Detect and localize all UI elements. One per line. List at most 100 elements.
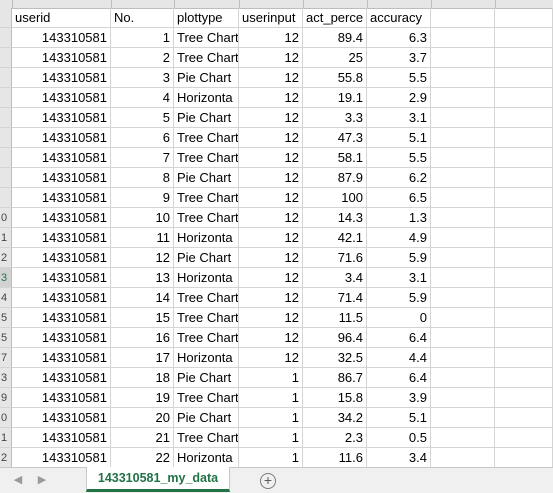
table-cell[interactable]: 11.6 bbox=[303, 448, 367, 467]
table-cell[interactable]: 11 bbox=[111, 228, 174, 248]
table-cell[interactable]: Tree Chart bbox=[174, 148, 239, 168]
row-header[interactable]: 1 bbox=[0, 428, 12, 448]
row-header[interactable]: 3 bbox=[0, 268, 12, 288]
table-cell[interactable]: 5.1 bbox=[367, 128, 431, 148]
table-cell[interactable]: Tree Chart bbox=[174, 188, 239, 208]
table-cell[interactable]: 12 bbox=[239, 248, 303, 268]
row-header[interactable] bbox=[0, 8, 12, 28]
table-cell[interactable]: Horizonta bbox=[174, 348, 239, 368]
table-cell[interactable]: Horizonta bbox=[174, 228, 239, 248]
table-cell[interactable] bbox=[495, 448, 553, 467]
table-cell[interactable]: 3.7 bbox=[367, 48, 431, 68]
table-cell[interactable] bbox=[431, 388, 495, 408]
table-cell[interactable]: 3.9 bbox=[367, 388, 431, 408]
table-cell[interactable]: 17 bbox=[111, 348, 174, 368]
table-cell[interactable]: 16 bbox=[111, 328, 174, 348]
table-cell[interactable]: 47.3 bbox=[303, 128, 367, 148]
table-cell[interactable]: 143310581 bbox=[12, 448, 111, 467]
table-cell[interactable]: 15 bbox=[111, 308, 174, 328]
row-header[interactable]: 0 bbox=[0, 408, 12, 428]
table-cell[interactable]: 12 bbox=[239, 308, 303, 328]
table-cell[interactable] bbox=[431, 308, 495, 328]
table-cell[interactable]: 87.9 bbox=[303, 168, 367, 188]
column-header-cell[interactable]: No. bbox=[111, 8, 174, 28]
table-cell[interactable]: Horizonta bbox=[174, 88, 239, 108]
table-cell[interactable]: 1 bbox=[239, 408, 303, 428]
add-sheet-icon[interactable]: + bbox=[260, 473, 276, 489]
table-cell[interactable]: 1 bbox=[239, 368, 303, 388]
table-cell[interactable]: 143310581 bbox=[12, 148, 111, 168]
row-header[interactable]: 0 bbox=[0, 208, 12, 228]
table-cell[interactable]: 143310581 bbox=[12, 308, 111, 328]
table-cell[interactable] bbox=[495, 388, 553, 408]
table-cell[interactable]: 0.5 bbox=[367, 428, 431, 448]
table-cell[interactable] bbox=[431, 228, 495, 248]
table-cell[interactable]: 5.5 bbox=[367, 148, 431, 168]
table-cell[interactable]: 5.5 bbox=[367, 68, 431, 88]
table-cell[interactable]: 42.1 bbox=[303, 228, 367, 248]
table-cell[interactable]: 11.5 bbox=[303, 308, 367, 328]
table-cell[interactable]: 8 bbox=[111, 168, 174, 188]
table-cell[interactable] bbox=[495, 348, 553, 368]
row-header[interactable]: 7 bbox=[0, 348, 12, 368]
table-cell[interactable]: Tree Chart bbox=[174, 128, 239, 148]
table-cell[interactable]: 0 bbox=[367, 308, 431, 328]
table-cell[interactable] bbox=[495, 28, 553, 48]
column-header-cell[interactable]: plottype bbox=[174, 8, 239, 28]
table-cell[interactable]: 89.4 bbox=[303, 28, 367, 48]
table-cell[interactable]: 3 bbox=[111, 68, 174, 88]
table-cell[interactable]: 12 bbox=[239, 188, 303, 208]
row-header[interactable] bbox=[0, 108, 12, 128]
table-cell[interactable]: Pie Chart bbox=[174, 368, 239, 388]
table-cell[interactable]: 12 bbox=[239, 268, 303, 288]
table-cell[interactable]: 22 bbox=[111, 448, 174, 467]
table-cell[interactable]: 12 bbox=[239, 228, 303, 248]
table-cell[interactable]: 143310581 bbox=[12, 168, 111, 188]
table-cell[interactable]: 12 bbox=[239, 108, 303, 128]
table-cell[interactable]: 2 bbox=[111, 48, 174, 68]
table-cell[interactable]: Tree Chart bbox=[174, 288, 239, 308]
table-cell[interactable]: Tree Chart bbox=[174, 328, 239, 348]
prev-sheet-icon[interactable]: ◀ bbox=[13, 474, 23, 486]
column-header-cell[interactable]: accuracy bbox=[367, 8, 431, 28]
table-cell[interactable] bbox=[431, 168, 495, 188]
table-cell[interactable] bbox=[495, 408, 553, 428]
table-cell[interactable]: Horizonta bbox=[174, 448, 239, 467]
table-cell[interactable]: 19.1 bbox=[303, 88, 367, 108]
table-cell[interactable] bbox=[495, 428, 553, 448]
row-header[interactable]: 4 bbox=[0, 288, 12, 308]
table-cell[interactable]: 143310581 bbox=[12, 68, 111, 88]
table-cell[interactable] bbox=[495, 308, 553, 328]
table-cell[interactable] bbox=[495, 88, 553, 108]
table-cell[interactable]: 14.3 bbox=[303, 208, 367, 228]
table-cell[interactable]: 12 bbox=[239, 348, 303, 368]
table-cell[interactable]: 55.8 bbox=[303, 68, 367, 88]
table-cell[interactable]: 3.3 bbox=[303, 108, 367, 128]
table-cell[interactable]: 9 bbox=[111, 188, 174, 208]
table-cell[interactable]: 10 bbox=[111, 208, 174, 228]
table-cell[interactable] bbox=[431, 88, 495, 108]
table-cell[interactable]: 12 bbox=[239, 68, 303, 88]
column-header-cell[interactable]: userinput bbox=[239, 8, 303, 28]
table-cell[interactable]: 12 bbox=[239, 48, 303, 68]
table-cell[interactable] bbox=[495, 188, 553, 208]
table-cell[interactable] bbox=[431, 128, 495, 148]
table-cell[interactable]: 143310581 bbox=[12, 108, 111, 128]
column-header-cell[interactable]: act_perce bbox=[303, 8, 367, 28]
table-cell[interactable]: 12 bbox=[239, 328, 303, 348]
table-cell[interactable]: 2.3 bbox=[303, 428, 367, 448]
table-cell[interactable]: 143310581 bbox=[12, 408, 111, 428]
table-cell[interactable]: 15.8 bbox=[303, 388, 367, 408]
table-cell[interactable]: Pie Chart bbox=[174, 108, 239, 128]
table-cell[interactable]: 5.9 bbox=[367, 248, 431, 268]
table-cell[interactable]: 143310581 bbox=[12, 328, 111, 348]
table-cell[interactable] bbox=[495, 48, 553, 68]
table-cell[interactable]: 143310581 bbox=[12, 388, 111, 408]
row-header[interactable]: 2 bbox=[0, 248, 12, 268]
table-cell[interactable]: 6.4 bbox=[367, 328, 431, 348]
table-cell[interactable]: 143310581 bbox=[12, 208, 111, 228]
table-cell[interactable]: 3.4 bbox=[367, 448, 431, 467]
row-header[interactable] bbox=[0, 28, 12, 48]
table-cell[interactable]: 32.5 bbox=[303, 348, 367, 368]
column-header-cell[interactable] bbox=[495, 8, 553, 28]
